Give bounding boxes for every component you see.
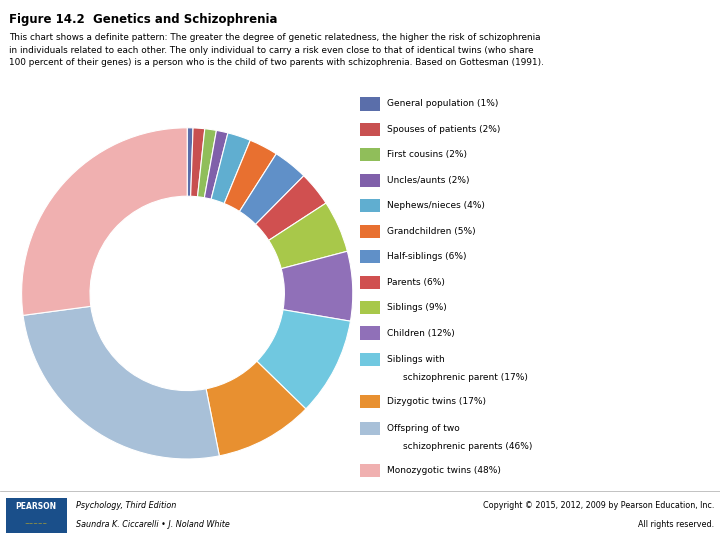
Wedge shape	[240, 154, 304, 224]
Bar	[360, 327, 379, 340]
Text: Parents (6%): Parents (6%)	[387, 278, 445, 287]
Bar	[360, 275, 379, 289]
Text: First cousins (2%): First cousins (2%)	[387, 150, 467, 159]
Text: Monozygotic twins (48%): Monozygotic twins (48%)	[387, 466, 500, 475]
Text: PEARSON: PEARSON	[15, 502, 57, 511]
Wedge shape	[191, 128, 204, 197]
Bar	[360, 250, 379, 264]
Text: General population (1%): General population (1%)	[387, 99, 498, 109]
Wedge shape	[256, 176, 326, 240]
Bar	[360, 199, 379, 212]
Text: Nephews/nieces (4%): Nephews/nieces (4%)	[387, 201, 485, 210]
Wedge shape	[23, 306, 220, 459]
Text: Uncles/aunts (2%): Uncles/aunts (2%)	[387, 176, 469, 185]
Text: Copyright © 2015, 2012, 2009 by Pearson Education, Inc.: Copyright © 2015, 2012, 2009 by Pearson …	[483, 501, 714, 510]
Text: Dizygotic twins (17%): Dizygotic twins (17%)	[387, 397, 486, 406]
Wedge shape	[211, 133, 251, 204]
Bar	[360, 225, 379, 238]
Text: Grandchildren (5%): Grandchildren (5%)	[387, 227, 475, 236]
Text: All rights reserved.: All rights reserved.	[638, 519, 714, 529]
Text: Offspring of two: Offspring of two	[387, 424, 459, 433]
Text: Children (12%): Children (12%)	[387, 328, 454, 338]
Wedge shape	[187, 128, 193, 196]
Text: ~~~~~: ~~~~~	[24, 522, 48, 526]
Bar	[360, 174, 379, 187]
Bar	[360, 123, 379, 136]
Wedge shape	[197, 129, 217, 198]
Bar	[360, 148, 379, 161]
Text: Spouses of patients (2%): Spouses of patients (2%)	[387, 125, 500, 134]
Text: This chart shows a definite pattern: The greater the degree of genetic relatedne: This chart shows a definite pattern: The…	[9, 33, 544, 67]
Text: Siblings (9%): Siblings (9%)	[387, 303, 446, 312]
Wedge shape	[257, 310, 351, 409]
Bar	[360, 353, 379, 366]
Bar	[360, 422, 379, 435]
Wedge shape	[22, 128, 187, 315]
Text: Figure 14.2  Genetics and Schizophrenia: Figure 14.2 Genetics and Schizophrenia	[9, 14, 277, 26]
Bar	[360, 301, 379, 314]
Bar	[360, 464, 379, 477]
Wedge shape	[224, 140, 276, 212]
Text: Half-siblings (6%): Half-siblings (6%)	[387, 252, 467, 261]
Text: Psychology, Third Edition: Psychology, Third Edition	[76, 501, 176, 510]
Wedge shape	[204, 130, 228, 199]
Wedge shape	[206, 361, 306, 456]
Text: schizophrenic parent (17%): schizophrenic parent (17%)	[402, 374, 528, 382]
Bar	[360, 97, 379, 111]
Text: Saundra K. Ciccarelli • J. Noland White: Saundra K. Ciccarelli • J. Noland White	[76, 519, 230, 529]
Text: schizophrenic parents (46%): schizophrenic parents (46%)	[402, 442, 532, 451]
Wedge shape	[269, 203, 347, 269]
Text: Siblings with: Siblings with	[387, 355, 444, 364]
FancyBboxPatch shape	[6, 498, 67, 532]
Bar	[360, 395, 379, 408]
Wedge shape	[282, 251, 353, 321]
